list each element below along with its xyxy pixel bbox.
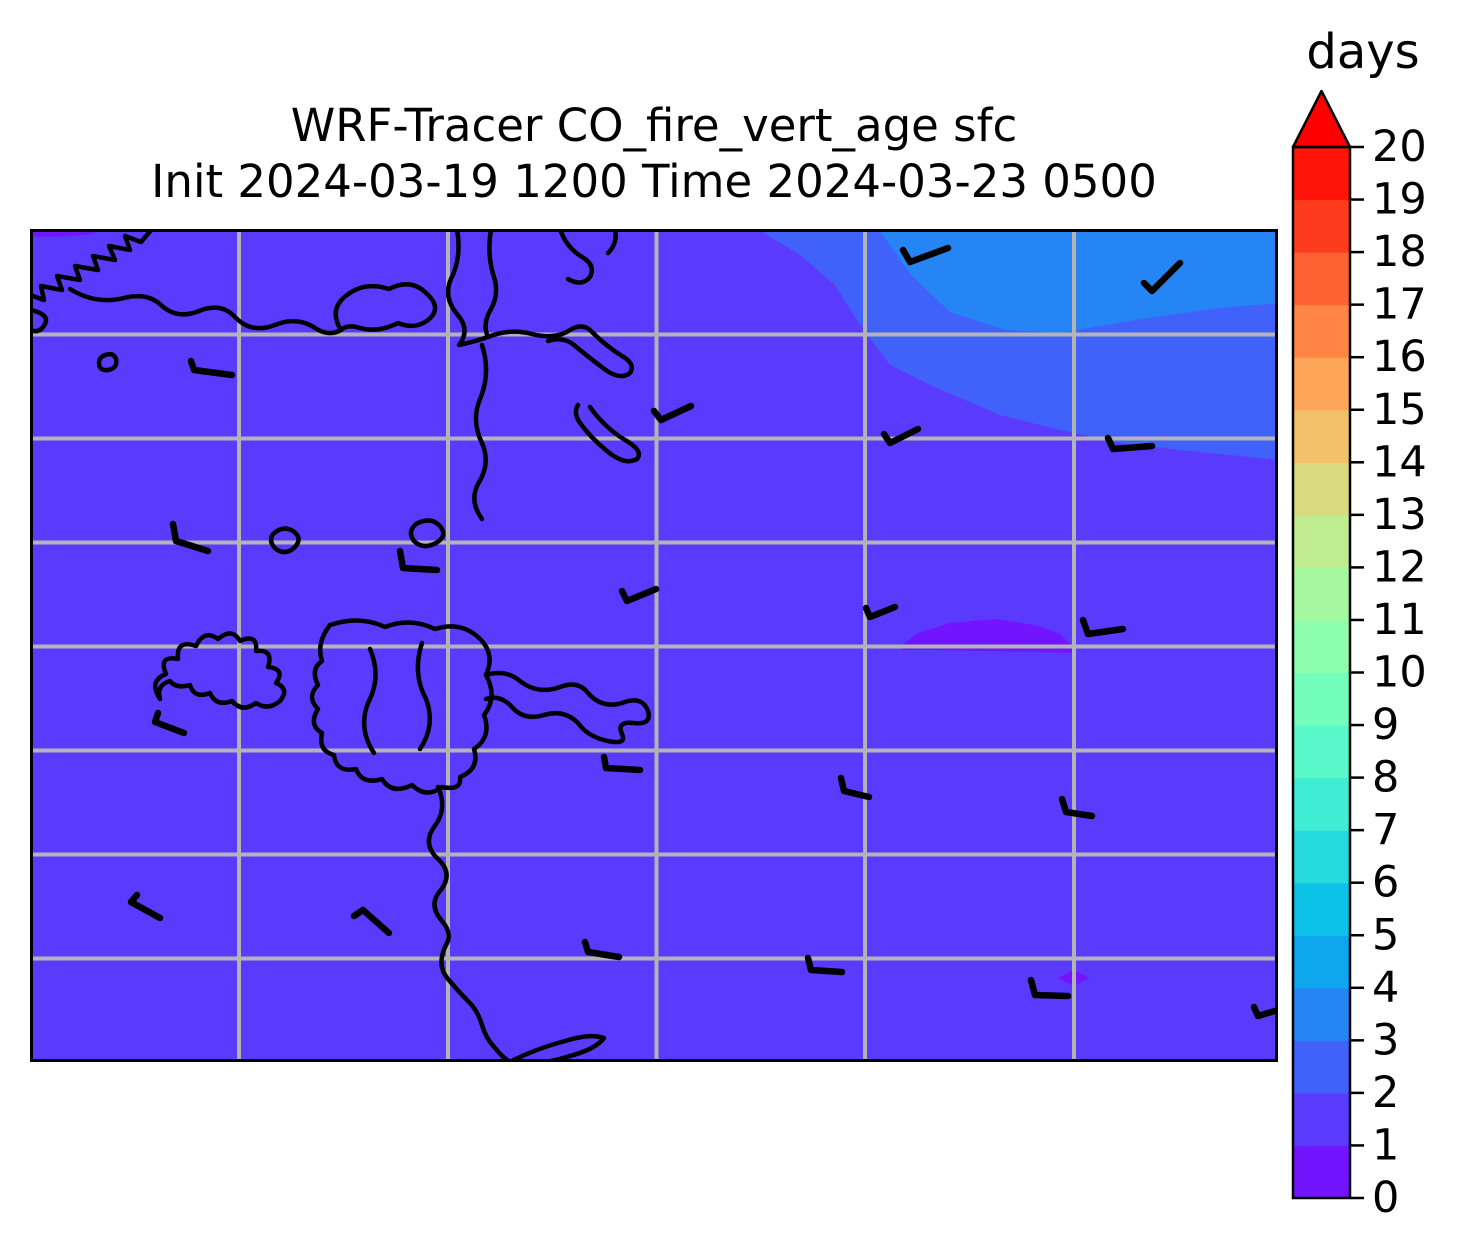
colorbar-segment-11-12 (1293, 567, 1350, 621)
colorbar-tick-label: 0 (1372, 1173, 1399, 1223)
colorbar-tick-label: 18 (1372, 227, 1427, 277)
coastline (67, 286, 344, 336)
colorbar-segment-9-10 (1293, 672, 1350, 726)
wind-barb (581, 938, 623, 961)
wind-barb (169, 520, 212, 555)
wind-barb (837, 774, 873, 801)
colorbar-tick-label: 5 (1372, 910, 1399, 960)
wind-barb (1140, 259, 1184, 295)
colorbar-segment-18-19 (1293, 199, 1350, 253)
wind-barb (600, 753, 644, 774)
colorbar-tick-label: 14 (1372, 437, 1427, 487)
coastline (557, 229, 594, 285)
wind-barb (187, 357, 236, 379)
wind-barb (151, 709, 188, 737)
colorbar-segment-8-9 (1293, 725, 1350, 779)
wind-barb (1250, 1003, 1278, 1020)
colorbar-segment-16-17 (1293, 304, 1350, 358)
contour-region-3-4 (878, 229, 1278, 333)
colorbar-tick-label: 4 (1372, 963, 1399, 1013)
coastline (96, 351, 119, 373)
colorbar-segment-14-15 (1293, 409, 1350, 463)
wind-barb (880, 425, 922, 447)
wind-barb (1104, 434, 1156, 453)
wind-barb (899, 244, 952, 266)
colorbar-tick-label: 1 (1372, 1120, 1399, 1170)
wind-barb (127, 891, 164, 922)
colorbar-segment-10-11 (1293, 619, 1350, 674)
map-svg (30, 229, 1278, 1062)
wind-barb (650, 402, 695, 424)
map-border (30, 229, 1278, 1062)
colorbar-tick-label: 13 (1372, 490, 1427, 540)
plot-subtitle: Init 2024-03-19 1200 Time 2024-03-23 050… (151, 155, 1157, 208)
coastline (408, 518, 446, 549)
wind-barb (618, 585, 660, 605)
colorbar-segment-15-16 (1293, 357, 1350, 411)
coastline (439, 942, 513, 1062)
coastline (472, 342, 489, 522)
colorbar-tick-label: 16 (1372, 332, 1427, 382)
coastline (445, 229, 499, 348)
colorbar-tick-label: 8 (1372, 753, 1399, 803)
colorbar-area: 0 1 2 3 4 5 6 7 8 9 10 11 12 13 14 15 16 17 18 19 20 days (1280, 20, 1462, 1230)
wind-barb (804, 954, 846, 976)
wind-barb (862, 603, 899, 621)
coastline (268, 526, 301, 555)
colorbar-segment-12-13 (1293, 514, 1350, 568)
colorbar-tick-label: 6 (1372, 858, 1399, 908)
map-area (30, 229, 1278, 1062)
colorbar-title: days (1306, 24, 1419, 80)
wind-barb (1027, 976, 1072, 1000)
colorbar-tick-label: 19 (1372, 175, 1427, 225)
coastline (309, 618, 494, 795)
colorbar-segment-13-14 (1293, 462, 1350, 516)
coastline (485, 324, 634, 379)
colorbar-tick-label: 10 (1372, 648, 1427, 698)
coastline (30, 229, 155, 303)
wind-barb (1058, 795, 1096, 820)
colorbar-tick-label: 20 (1372, 122, 1427, 172)
wind-barb (1079, 616, 1127, 638)
colorbar-segment-7-8 (1293, 777, 1350, 831)
colorbar-segment-4-5 (1293, 935, 1350, 989)
coastline (152, 631, 287, 710)
colorbar-segment-1-2 (1293, 1092, 1350, 1147)
coastline (361, 646, 378, 756)
coastline (30, 307, 49, 334)
colorbar-tick-label: 11 (1372, 595, 1427, 645)
wind-barb (396, 547, 441, 574)
colorbar-segment-2-3 (1293, 1040, 1350, 1094)
colorbar-segment-5-6 (1293, 882, 1350, 936)
plot-title-block: WRF-Tracer CO_fire_vert_age sfc Init 202… (30, 98, 1278, 210)
wind-barb (350, 906, 393, 937)
colorbar-tick-label: 2 (1372, 1068, 1399, 1118)
colorbar-tick-label: 12 (1372, 542, 1427, 592)
plot-title: WRF-Tracer CO_fire_vert_age sfc (290, 99, 1018, 152)
colorbar-segment-17-18 (1293, 252, 1350, 306)
coastline (573, 402, 642, 464)
colorbar-segment-6-7 (1293, 830, 1350, 884)
coastline (415, 640, 433, 752)
coastline (483, 670, 651, 745)
colorbar-segment-0-1 (1293, 1145, 1350, 1199)
colorbar-segment-3-4 (1293, 987, 1350, 1041)
colorbar-tick-label: 9 (1372, 700, 1399, 750)
coastline (333, 282, 438, 333)
colorbar-extend-arrow (1291, 89, 1352, 149)
colorbar-segment-19-20 (1293, 147, 1350, 201)
coastline (426, 784, 451, 948)
colorbar-tick-label: 17 (1372, 280, 1427, 330)
colorbar-tick-label: 15 (1372, 385, 1427, 435)
colorbar-tick-label: 7 (1372, 805, 1399, 855)
colorbar-tick-label: 3 (1372, 1015, 1399, 1065)
